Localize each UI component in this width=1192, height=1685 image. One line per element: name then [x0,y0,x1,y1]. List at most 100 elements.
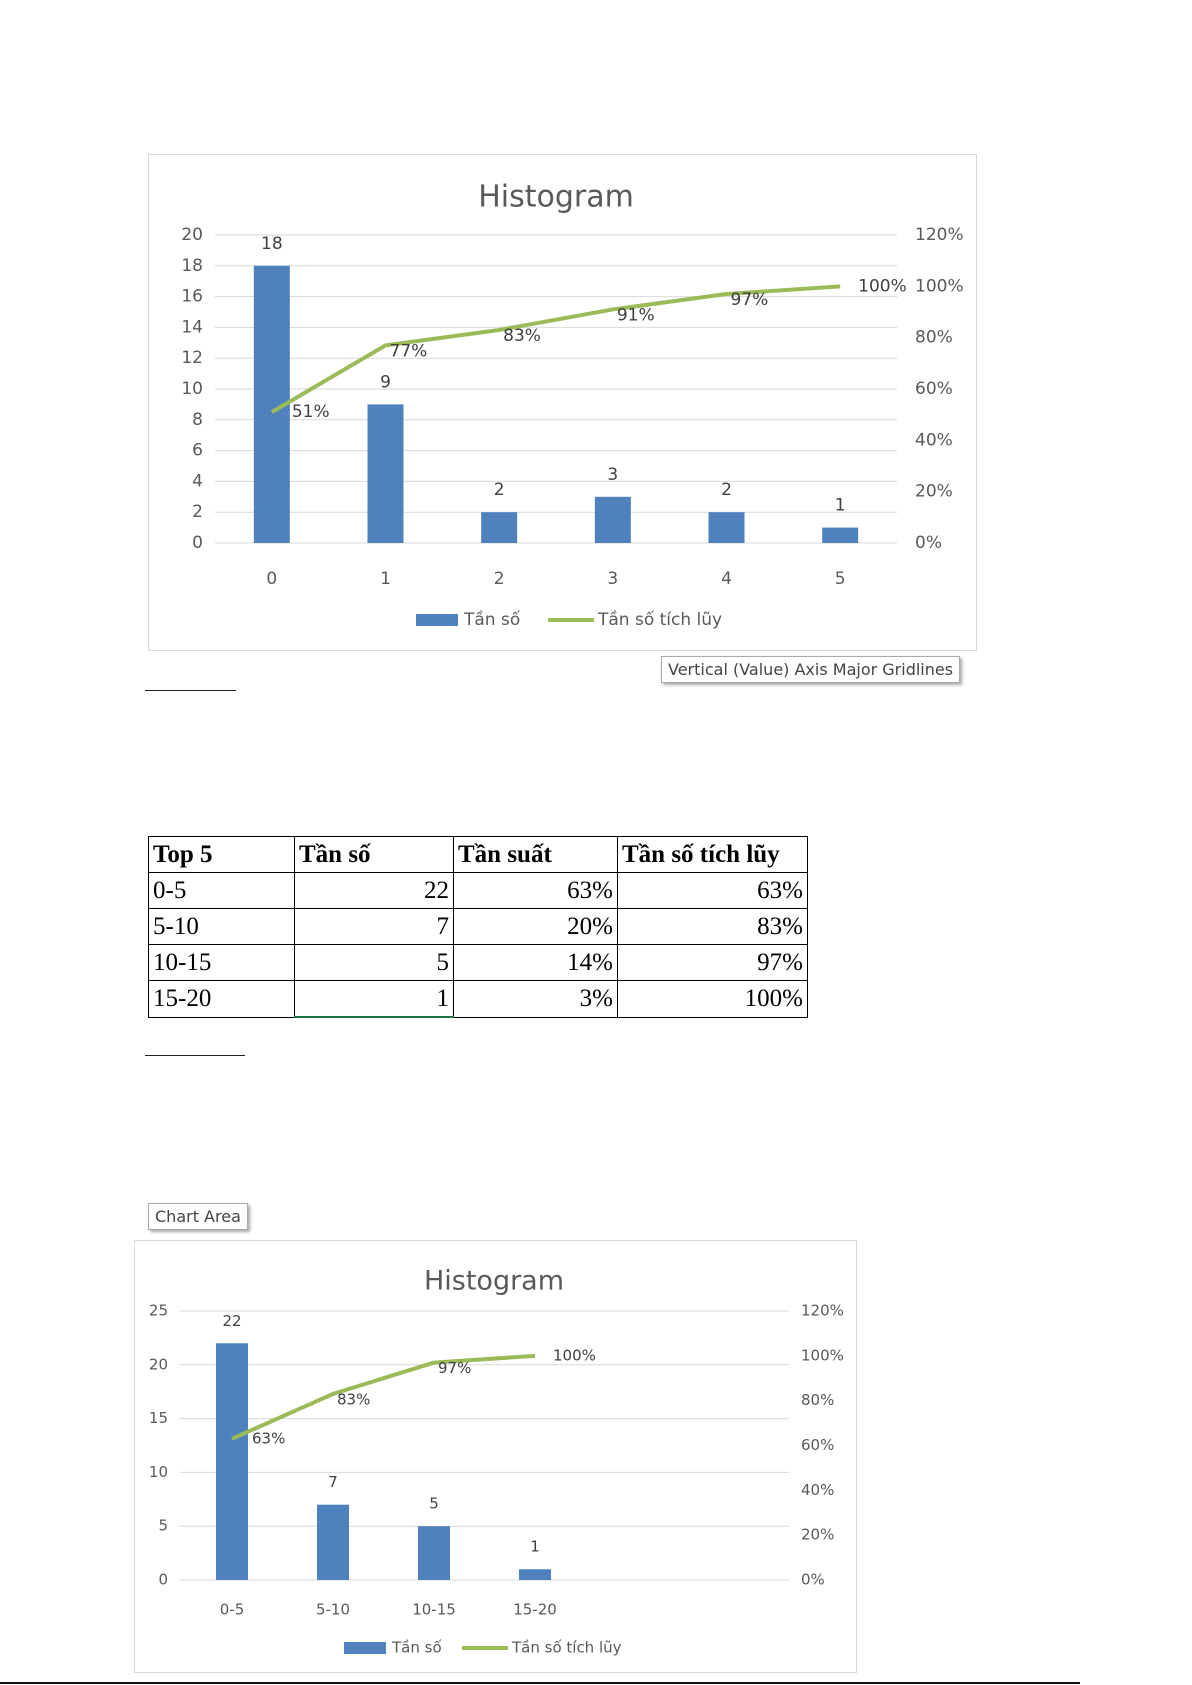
y-tick-label: 6 [192,441,203,461]
bar [317,1504,349,1580]
y-tick-label: 20 [181,225,203,245]
bar-data-label: 1 [835,496,846,516]
table-cell[interactable]: 20% [453,908,618,945]
y-tick-label: 18 [181,256,203,276]
x-tick-label: 10-15 [412,1601,456,1619]
y2-tick-label: 40% [915,430,953,450]
table-row: 15-20 1 3% 100% [148,980,808,1018]
y2-tick-label: 20% [915,482,953,502]
y-tick-label: 5 [158,1517,168,1535]
y-tick-label: 15 [149,1409,168,1427]
table-cell[interactable]: 3% [453,980,618,1018]
chart-area-tooltip: Chart Area [148,1203,248,1230]
x-tick-label: 2 [494,569,505,589]
legend-bar-label: Tần số [391,1639,442,1657]
bar-data-label: 2 [721,480,732,500]
chart-title: Histogram [424,1266,564,1297]
y2-tick-label: 120% [915,225,964,245]
bar [216,1343,248,1580]
bar-data-label: 2 [494,480,505,500]
table-cell[interactable]: 1 [294,980,454,1018]
x-tick-label: 0-5 [220,1601,245,1619]
y2-tick-label: 20% [801,1526,834,1544]
table-cell[interactable]: 100% [617,980,808,1018]
legend-bar-label: Tần số [463,609,521,630]
cumulative-line [270,284,841,414]
bar [418,1526,450,1580]
x-tick-label: 1 [380,569,391,589]
line-data-label: 51% [292,402,330,422]
y2-tick-label: 60% [801,1436,834,1454]
line-data-label: 83% [337,1390,370,1408]
bar-data-label: 18 [261,234,283,254]
x-tick-label: 0 [266,569,277,589]
y-tick-label: 16 [181,287,203,307]
y-tick-label: 0 [158,1571,168,1589]
legend-line-label: Tần số tích lũy [597,609,722,630]
bar-data-label: 9 [380,372,391,392]
table-cell[interactable]: 10-15 [148,944,295,981]
y2-tick-label: 80% [915,328,953,348]
x-tick-label: 15-20 [513,1601,557,1619]
y2-tick-label: 0% [915,533,942,553]
y-tick-label: 25 [149,1302,168,1320]
table-cell[interactable]: 97% [617,944,808,981]
table-cell[interactable]: 0-5 [148,872,295,909]
table-cell[interactable]: 63% [617,872,808,909]
frequency-table: Top 5 Tần số Tần suất Tần số tích lũy 0-… [148,836,808,1018]
table-row: 0-5 22 63% 63% [148,872,808,909]
legend-line-label: Tần số tích lũy [511,1639,622,1657]
chart-svg: Histogram024681012141618200%20%40%60%80%… [148,154,977,651]
histogram-chart-2[interactable]: Histogram 0 5 10 15 20 25 0% 20% 40% 60% 80% 100% 120… [134,1240,857,1673]
y-tick-label: 0 [192,533,203,553]
table-cell[interactable]: 22 [294,872,454,909]
bar-data-label: 7 [328,1473,338,1491]
header-cell[interactable]: Tần số tích lũy [617,836,808,873]
y2-tick-label: 100% [915,276,964,296]
y-tick-label: 8 [192,410,203,430]
line-data-label: 97% [438,1359,471,1377]
legend-bar-swatch [416,614,458,626]
table-row: 5-10 7 20% 83% [148,908,808,945]
y-tick-label: 10 [149,1463,168,1481]
table-cell[interactable]: 63% [453,872,618,909]
y-tick-label: 4 [192,471,203,491]
line-data-label: 100% [858,276,907,296]
y2-tick-label: 0% [801,1571,825,1589]
y-tick-label: 2 [192,502,203,522]
table-header-row: Top 5 Tần số Tần suất Tần số tích lũy [148,836,808,873]
bar [822,527,859,543]
underline-2 [145,1055,245,1056]
bar [367,404,404,543]
table-cell[interactable]: 5 [294,944,454,981]
bar-data-label: 1 [530,1538,540,1556]
y2-tick-label: 80% [801,1391,834,1409]
y-tick-label: 12 [181,348,203,368]
table-cell[interactable]: 7 [294,908,454,945]
table-cell[interactable]: 14% [453,944,618,981]
header-cell[interactable]: Top 5 [148,836,295,873]
header-cell[interactable]: Tần số [294,836,454,873]
table-cell[interactable]: 5-10 [148,908,295,945]
y2-tick-label: 120% [801,1302,844,1320]
y2-tick-label: 60% [915,379,953,399]
table-row: 10-15 5 14% 97% [148,944,808,981]
bar [594,496,631,543]
histogram-chart-1[interactable]: Histogram 0 2 4 6 8 10 12 14 16 18 20 0% 20% 40% 60% 80%… [148,154,977,651]
header-cell[interactable]: Tần suất [453,836,618,873]
line-data-label: 91% [617,305,655,325]
line-data-label: 83% [503,326,541,346]
page-bottom-border [0,1682,1080,1684]
x-tick-label: 5-10 [316,1601,350,1619]
bar [519,1569,551,1580]
chart-title: Histogram [478,180,634,215]
y2-tick-label: 100% [801,1346,844,1364]
line-data-label: 97% [731,290,769,310]
bar-data-label: 5 [429,1495,439,1513]
table-cell[interactable]: 15-20 [148,980,295,1018]
gridlines-tooltip: Vertical (Value) Axis Major Gridlines [661,656,961,683]
legend-bar-swatch [344,1642,386,1654]
chart-area [134,1240,857,1673]
table-cell[interactable]: 83% [617,908,808,945]
